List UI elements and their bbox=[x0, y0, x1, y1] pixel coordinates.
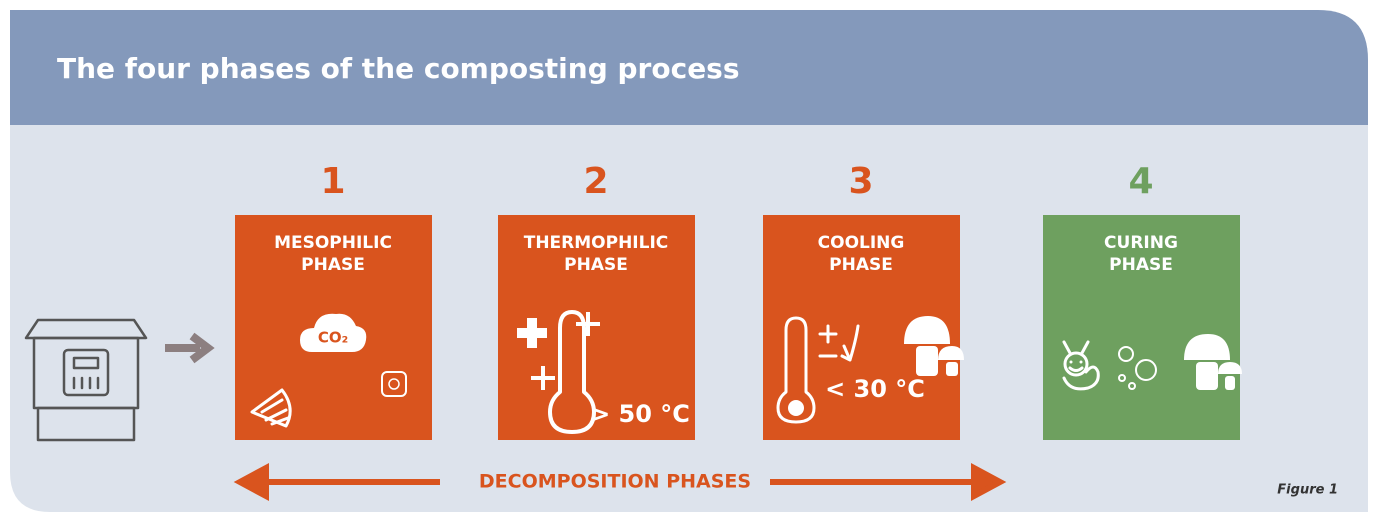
worm-icon bbox=[1062, 340, 1100, 391]
phase-title: PHASE bbox=[301, 255, 365, 275]
microbe-icon bbox=[1118, 346, 1157, 390]
oxygen-icon bbox=[388, 378, 400, 390]
plus-icon bbox=[576, 312, 600, 336]
phase-box bbox=[1043, 215, 1240, 440]
title: The four phases of the composting proces… bbox=[57, 52, 740, 85]
thermometer-icon bbox=[776, 316, 816, 424]
phase-number: 4 bbox=[1128, 161, 1153, 202]
fan-icon bbox=[250, 388, 292, 428]
phase-title: PHASE bbox=[829, 255, 893, 275]
right-arrow bbox=[770, 462, 1007, 502]
left-arrow bbox=[233, 462, 440, 502]
mushroom-icon bbox=[904, 316, 964, 376]
phase-title: MESOPHILIC bbox=[274, 233, 392, 253]
phase-title: COOLING bbox=[818, 233, 905, 253]
plus-minus-icon bbox=[818, 324, 860, 362]
figure-label: Figure 1 bbox=[1277, 483, 1338, 498]
cloud-icon bbox=[300, 313, 367, 352]
thermometer-bulb bbox=[788, 400, 804, 416]
plus-icon bbox=[531, 366, 555, 390]
thermometer-icon bbox=[548, 310, 596, 434]
phase-title: CURING bbox=[1104, 233, 1178, 253]
input-arrow bbox=[165, 332, 215, 364]
phase-number: 2 bbox=[583, 161, 608, 202]
mushroom-icon bbox=[1184, 334, 1242, 390]
phase-title: PHASE bbox=[564, 255, 628, 275]
oxygen-icon bbox=[381, 371, 407, 397]
phase-number: 1 bbox=[320, 161, 345, 202]
header-band bbox=[10, 10, 1368, 125]
phase-title: THERMOPHILIC bbox=[524, 233, 669, 253]
phase-number: 3 bbox=[848, 161, 873, 202]
temperature: > 50 °C bbox=[590, 400, 690, 428]
co2-label: CO₂ bbox=[318, 329, 348, 347]
decomposition-label: DECOMPOSITION PHASES bbox=[479, 471, 751, 493]
phase-title: PHASE bbox=[1109, 255, 1173, 275]
compost-bin-icon bbox=[24, 318, 148, 442]
plus-icon bbox=[517, 318, 547, 348]
temperature: < 30 °C bbox=[825, 375, 925, 403]
